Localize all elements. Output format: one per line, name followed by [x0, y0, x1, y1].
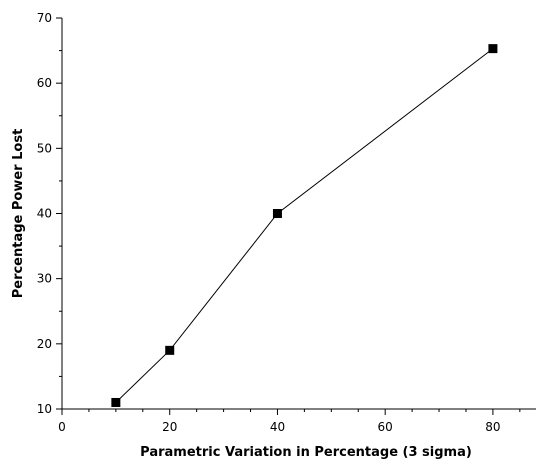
- y-ticks: 10 20 30 40 50 60 70: [37, 11, 62, 416]
- y-tick-label: 10: [37, 402, 52, 416]
- x-tick-label: 20: [162, 420, 177, 434]
- x-ticks: 0 20 40 60 80: [58, 409, 521, 434]
- x-tick-label: 0: [58, 420, 66, 434]
- y-tick-label: 70: [37, 11, 52, 25]
- y-tick-label: 30: [37, 272, 52, 286]
- series: [111, 44, 498, 407]
- data-point-marker: [488, 44, 498, 54]
- x-tick-label: 60: [378, 420, 393, 434]
- data-point-marker: [111, 397, 121, 407]
- y-tick-label: 20: [37, 337, 52, 351]
- series-line: [115, 48, 494, 403]
- x-tick-label: 40: [270, 420, 285, 434]
- y-axis-label: Percentage Power Lost: [11, 129, 26, 299]
- y-tick-label: 60: [37, 76, 52, 90]
- data-point-marker: [272, 209, 282, 218]
- y-tick-label: 50: [37, 141, 52, 155]
- x-tick-label: 80: [485, 420, 500, 434]
- y-tick-label: 40: [37, 207, 52, 221]
- x-axis-label: Parametric Variation in Percentage (3 si…: [140, 445, 472, 460]
- data-point-marker: [165, 345, 175, 355]
